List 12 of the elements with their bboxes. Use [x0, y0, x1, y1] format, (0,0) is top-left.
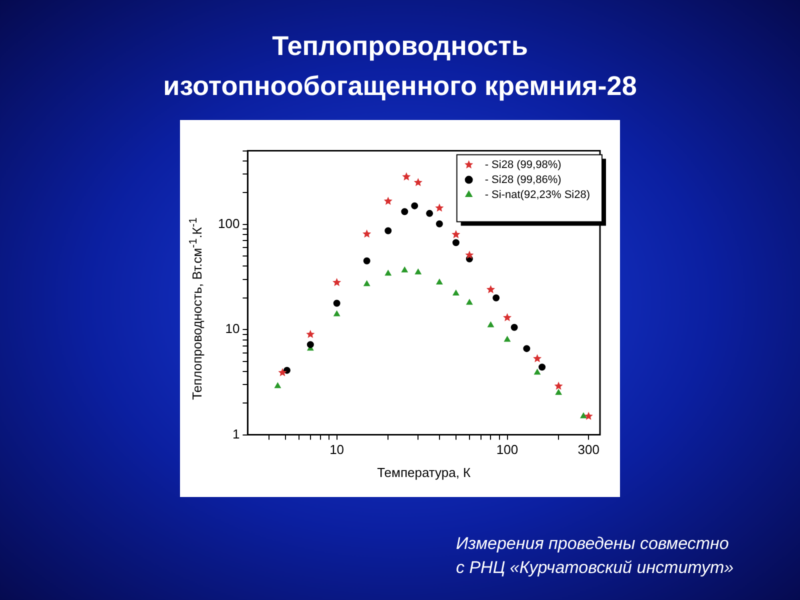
x-tick-label: 300 — [578, 442, 600, 458]
legend-label: - Si-nat(92,23% Si28) — [484, 188, 590, 201]
x-axis-title: Температура, К — [377, 464, 472, 480]
y-tick-label: 10 — [225, 321, 240, 336]
chart-title: Теплопроводность изотопнообогащенного кремния-28 — [162, 30, 638, 103]
y-tick-label: 1 — [232, 426, 240, 442]
x-tick-label: 10 — [330, 442, 344, 458]
legend-label: - Si28 (99,98%) — [484, 158, 562, 171]
y-tick-label: 100 — [218, 216, 240, 231]
x-tick-label: 100 — [496, 442, 518, 458]
text: Измерения проведены совместно с РНЦ «Курчатовский институт» — [456, 533, 734, 579]
legend-label: - Si28 (99,86%) — [484, 174, 562, 186]
